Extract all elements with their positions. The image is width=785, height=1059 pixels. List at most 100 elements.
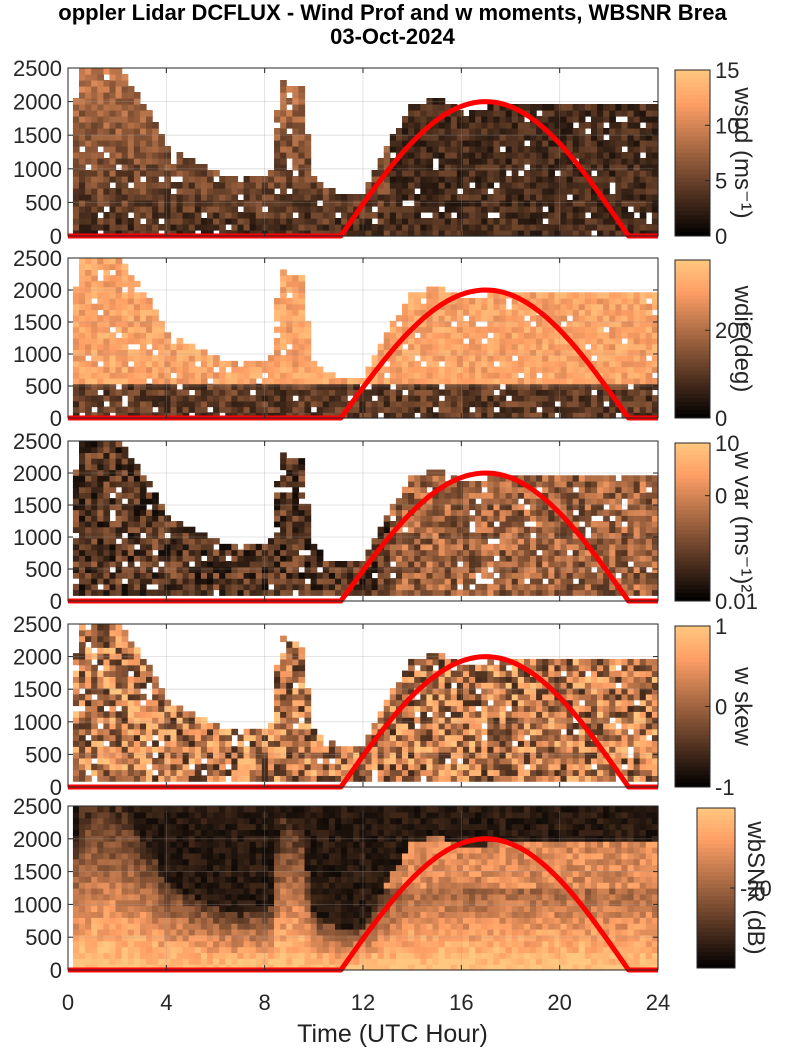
heatmap-cell [225, 372, 232, 379]
heatmap-cell [85, 218, 92, 225]
heatmap-cell [139, 515, 147, 522]
heatmap-cell [280, 275, 287, 282]
heatmap-cell [97, 298, 104, 305]
heatmap-cell [639, 326, 647, 333]
heatmap-cell [402, 383, 409, 391]
heatmap-cell [85, 406, 92, 413]
heatmap-cell [286, 555, 293, 562]
heatmap-cell [207, 200, 214, 207]
heatmap-cell [79, 343, 86, 351]
heatmap-cell [72, 194, 80, 201]
heatmap-cell [164, 389, 172, 396]
heatmap-cell [572, 543, 580, 551]
heatmap-cell [462, 134, 470, 141]
heatmap-cell [328, 230, 336, 237]
heatmap-cell [548, 140, 555, 147]
heatmap-cell [316, 555, 324, 562]
heatmap-cell [389, 406, 397, 413]
heatmap-cell [121, 338, 129, 345]
heatmap-cell [389, 176, 397, 183]
heatmap-cell [304, 395, 312, 402]
heatmap-cell [395, 230, 403, 237]
heatmap-cell [505, 412, 513, 419]
heatmap-cell [109, 320, 117, 328]
heatmap-cell [530, 578, 537, 585]
heatmap-cell [133, 206, 141, 213]
heatmap-cell [341, 383, 348, 391]
heatmap-cell [85, 116, 92, 123]
heatmap-cell [353, 561, 360, 568]
heatmap-cell [511, 332, 519, 339]
heatmap-cell [121, 212, 129, 219]
heatmap-cell [194, 176, 202, 183]
heatmap-cell [146, 360, 153, 368]
heatmap-cell [121, 372, 129, 379]
heatmap-cell [79, 441, 86, 448]
heatmap-cell [139, 170, 147, 177]
heatmap-cell [164, 549, 172, 556]
heatmap-cell [200, 349, 208, 356]
heatmap-cell [292, 280, 300, 288]
heatmap-cell [115, 578, 123, 585]
heatmap-cell [286, 206, 293, 213]
heatmap-cell [633, 355, 641, 362]
heatmap-cell [231, 200, 239, 207]
heatmap-cell [121, 275, 129, 282]
heatmap-cell [615, 292, 623, 299]
heatmap-cell [188, 532, 196, 539]
heatmap-cell [115, 80, 123, 87]
heatmap-cell [426, 555, 434, 562]
heatmap-cell [146, 538, 153, 545]
heatmap-cell [560, 406, 568, 413]
heatmap-cell [438, 170, 446, 177]
heatmap-cell [286, 194, 293, 201]
heatmap-cell [444, 486, 452, 494]
heatmap-cell [91, 104, 98, 111]
heatmap-cell [444, 583, 452, 591]
heatmap-cell [97, 509, 104, 516]
heatmap-cell [200, 538, 208, 545]
heatmap-cell [511, 589, 519, 596]
colorbar-step [675, 342, 710, 348]
heatmap-cell [97, 122, 104, 129]
heatmap-cell [280, 481, 287, 488]
heatmap-cell [487, 224, 495, 231]
heatmap-cell [72, 230, 80, 237]
heatmap-cell [97, 218, 104, 225]
heatmap-cell [207, 218, 214, 225]
colorbar-step [675, 311, 710, 316]
heatmap-cell [438, 515, 446, 522]
heatmap-cell [109, 441, 117, 448]
heatmap-cell [115, 446, 123, 454]
heatmap-cell [286, 475, 293, 482]
heatmap-cell [633, 349, 641, 356]
heatmap-cell [560, 503, 568, 511]
heatmap-cell [469, 332, 476, 339]
heatmap-cell [408, 360, 415, 368]
heatmap-cell [292, 515, 300, 522]
heatmap-cell [182, 200, 190, 207]
heatmap-cell [639, 309, 647, 316]
heatmap-cell [109, 372, 117, 379]
heatmap-cell [511, 315, 519, 322]
heatmap-cell [414, 383, 421, 391]
heatmap-cell [627, 309, 635, 316]
heatmap-cell [627, 349, 635, 356]
heatmap-cell [225, 389, 232, 396]
heatmap-cell [627, 164, 635, 171]
heatmap-cell [200, 572, 208, 579]
heatmap-cell [243, 583, 251, 591]
heatmap-cell [414, 176, 421, 183]
heatmap-cell [426, 170, 434, 177]
heatmap-cell [432, 315, 440, 322]
heatmap-cell [603, 158, 610, 165]
heatmap-cell [127, 128, 135, 135]
heatmap-cell [146, 366, 153, 373]
colorbar-step [675, 107, 710, 112]
heatmap-cell [462, 212, 470, 219]
colorbar-step [675, 161, 710, 166]
heatmap-cell [225, 194, 232, 201]
heatmap-cell [133, 116, 141, 123]
heatmap-cell [420, 224, 427, 231]
heatmap-cell [408, 481, 415, 488]
